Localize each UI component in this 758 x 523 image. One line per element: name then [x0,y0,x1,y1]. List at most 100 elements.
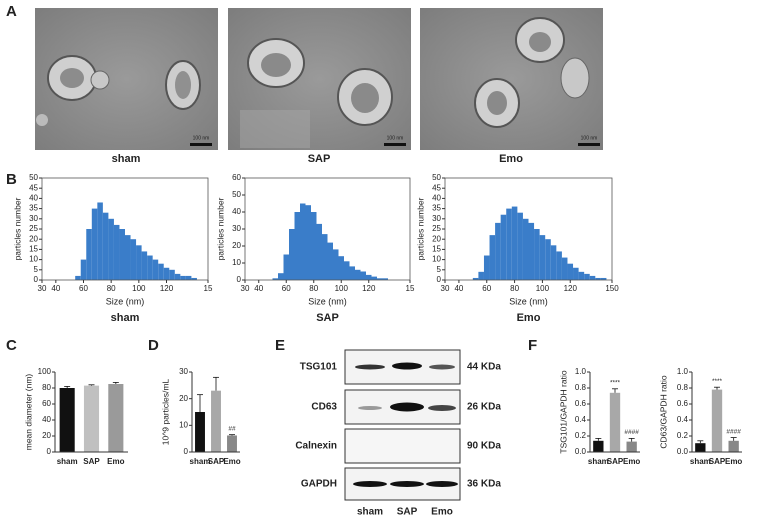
y-tick-label: 0.6 [575,399,587,408]
histogram-bar [534,229,540,280]
panel-label: E [275,337,285,354]
x-tick-label: 80 [107,284,116,293]
x-tick-label: 60 [282,284,291,293]
histogram-bar [528,222,535,280]
histogram-bar [191,277,197,280]
histogram-bar [108,218,114,280]
x-tick-label: 15 [204,284,213,293]
histogram-bar [344,261,350,280]
caption: SAP [316,312,339,324]
histogram-bar [316,223,322,280]
tem-caption: sham [112,153,141,165]
protein-label: GAPDH [301,479,337,490]
y-tick-label: 0.4 [677,415,689,424]
histogram-bar [360,271,366,280]
histogram-bar [567,263,574,280]
histogram-bar [97,202,103,280]
histogram-bar [289,229,295,280]
y-tick-label: 50 [432,173,441,182]
histogram-bar [511,206,518,280]
histogram-bar [174,273,181,280]
protein-label: TSG101 [300,362,338,373]
x-tick-label: 120 [564,284,578,293]
histogram-bar [595,277,601,280]
histogram-bar [545,239,551,280]
x-tick-label: sham [588,457,609,466]
panel-label: F [528,337,537,354]
y-tick-label: 45 [29,183,38,192]
histogram-bar [86,229,92,280]
x-tick-label: SAP [607,457,624,466]
caption: sham [111,312,140,324]
histogram-bar [163,267,170,280]
y-tick-label: 5 [34,265,39,274]
bar [227,435,237,452]
x-tick-label: Emo [223,457,240,466]
bar [728,440,739,452]
histogram-bar [294,212,300,280]
y-axis-label: particles number [415,197,425,260]
histogram-bar [102,212,109,280]
tem-image: 100 nm [35,8,218,150]
significance-label: **** [712,378,723,385]
panel-label: B [6,171,17,188]
histogram-bar [125,235,131,280]
y-tick-label: 25 [432,224,441,233]
y-tick-label: 0.0 [575,447,587,456]
y-tick-label: 0 [237,275,242,284]
bar [195,412,205,452]
x-tick-label: Emo [107,457,124,466]
histogram-bar [478,271,484,280]
x-tick-label: 15 [406,284,415,293]
histogram-bar [506,208,512,280]
histogram-bar [550,245,557,280]
histogram-bar [327,242,333,280]
histogram-bar [305,205,311,280]
blot [344,349,461,501]
tem-image: 100 nm [420,8,603,150]
x-tick-label: 40 [254,284,263,293]
histogram-bar [338,256,344,280]
y-axis-label: TSG101/GAPDH ratio [558,370,568,453]
significance-label: #### [726,428,741,435]
x-tick-label: 40 [454,284,463,293]
scale-bar-label: 100 nm [581,135,598,141]
y-tick-label: 5 [437,265,442,274]
y-tick-label: 1.0 [575,367,587,376]
x-tick-label: 80 [309,284,318,293]
x-tick-label: 120 [160,284,174,293]
bar [59,388,75,452]
x-tick-label: 30 [38,284,47,293]
tem-image: 100 nm [228,8,411,150]
histogram-bar [283,254,289,280]
x-tick-label: 60 [79,284,88,293]
x-tick-label: 150 [605,284,619,293]
histogram-bar [584,273,590,280]
x-axis-label: Size (nm) [308,296,347,306]
histogram-bar [556,251,562,280]
histogram-bar [169,269,175,280]
lane-label: Emo [431,507,453,518]
histogram-bar [355,269,361,280]
x-tick-label: Emo [725,457,742,466]
histogram-bar [158,263,164,280]
y-axis-label: particles number [12,197,22,260]
y-tick-label: 40 [42,415,51,424]
y-tick-label: 0 [34,275,39,284]
histogram-bar [366,274,372,280]
y-tick-label: 0 [184,447,189,456]
histogram-bar [578,271,585,280]
y-tick-label: 15 [432,245,441,254]
histogram-bar [472,277,479,280]
y-tick-label: 100 [38,367,52,376]
y-axis-label: 10^9 particles/mL [160,379,170,446]
lane-label: sham [357,507,383,518]
tem-caption: Emo [499,153,523,165]
bar [695,443,706,452]
bar [593,440,604,452]
histogram-bar [185,275,192,280]
tem-caption: SAP [308,153,331,165]
y-tick-label: 30 [29,214,38,223]
